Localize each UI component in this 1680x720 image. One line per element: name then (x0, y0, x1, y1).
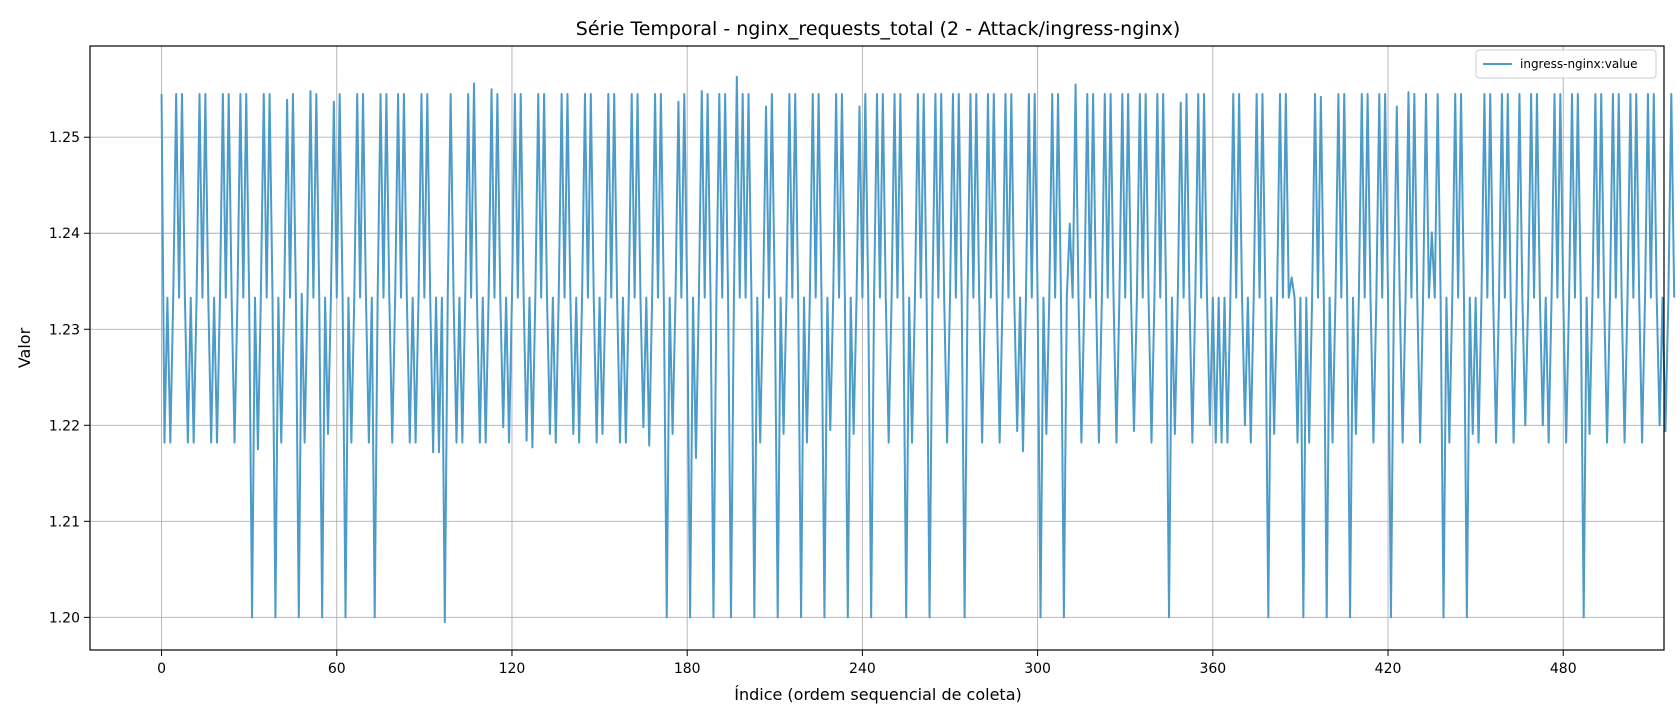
chart-title: Série Temporal - nginx_requests_total (2… (576, 18, 1180, 40)
y-axis: 1.20 1.21 1.22 1.23 1.24 1.25 (49, 130, 90, 626)
y-tick-label: 1.21 (49, 514, 80, 530)
legend-box (1475, 49, 1657, 79)
legend: ingress-nginx:value (1475, 49, 1657, 79)
series-layer (160, 75, 1676, 624)
series-line-ingress-nginx-value (160, 75, 1676, 624)
x-tick-label: 180 (674, 661, 701, 677)
x-tick-label: 420 (1375, 661, 1402, 677)
y-tick-label: 1.20 (49, 610, 80, 626)
plot-frame (89, 45, 1665, 651)
y-tick-label: 1.25 (49, 130, 80, 146)
y-tick-label: 1.23 (49, 322, 80, 338)
x-tick-label: 300 (1024, 661, 1051, 677)
y-tick-label: 1.22 (49, 418, 80, 434)
y-tick-label: 1.24 (49, 226, 80, 242)
legend-entry-ingress-nginx: ingress-nginx:value (1520, 57, 1638, 71)
x-tick-label: 360 (1199, 661, 1226, 677)
x-axis: 0 60 120 180 240 300 360 420 480 (157, 650, 1577, 677)
x-tick-label: 120 (499, 661, 526, 677)
x-axis-label: Índice (ordem sequencial de coleta) (734, 685, 1022, 704)
x-tick-label: 60 (328, 661, 346, 677)
x-tick-label: 0 (157, 661, 166, 677)
x-tick-label: 240 (849, 661, 876, 677)
x-tick-label: 480 (1550, 661, 1577, 677)
y-axis-label: Valor (15, 327, 34, 368)
